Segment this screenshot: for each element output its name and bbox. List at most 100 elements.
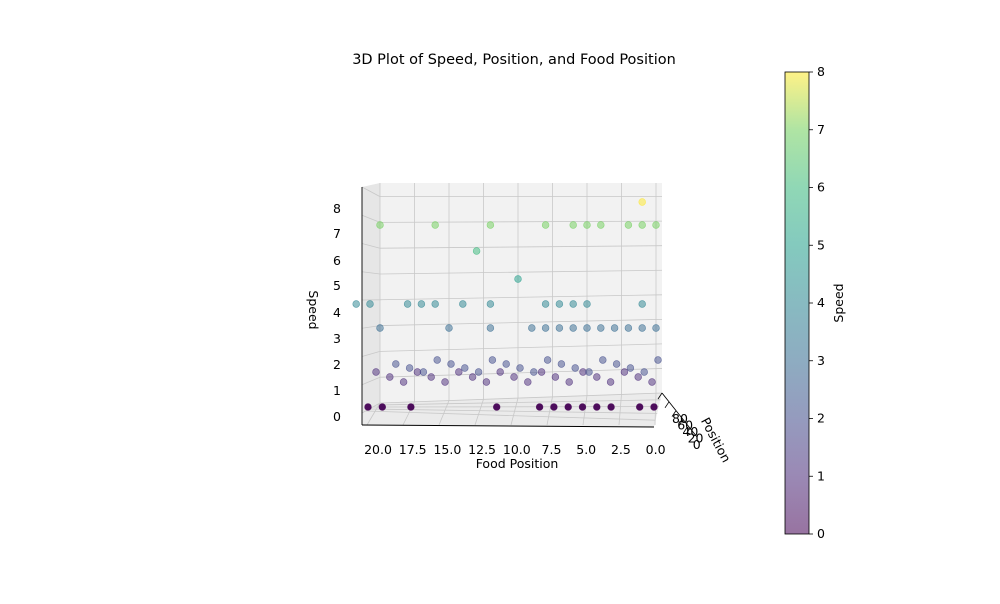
x-tick-label: 2.5	[611, 442, 631, 457]
data-point	[434, 357, 441, 364]
data-point	[408, 404, 415, 411]
data-point	[503, 361, 510, 368]
data-point	[487, 222, 494, 229]
data-point	[584, 301, 591, 308]
z-tick-label: 7	[333, 226, 341, 241]
data-point	[566, 379, 573, 386]
data-point	[613, 361, 620, 368]
z-tick-label: 6	[333, 253, 341, 268]
data-point	[493, 404, 500, 411]
data-point	[639, 301, 646, 308]
data-point	[556, 325, 563, 332]
data-point	[386, 374, 393, 381]
data-point	[625, 222, 632, 229]
z-tick-label: 2	[333, 357, 341, 372]
data-point	[483, 379, 490, 386]
data-point	[367, 301, 374, 308]
colorbar-tick-label: 1	[817, 468, 825, 483]
data-point	[558, 361, 565, 368]
y-tick-mark	[665, 402, 669, 408]
data-point	[379, 404, 386, 411]
data-point	[611, 325, 618, 332]
data-point	[528, 325, 535, 332]
colorbar-label: Speed	[831, 283, 846, 322]
z-tick-label: 5	[333, 278, 341, 293]
data-point	[608, 404, 615, 411]
colorbar-tick-label: 6	[817, 180, 825, 195]
data-point	[446, 325, 453, 332]
y-tick-label: 0	[693, 437, 701, 452]
colorbar-tick-label: 2	[817, 411, 825, 426]
data-point	[404, 301, 411, 308]
data-point	[406, 365, 413, 372]
data-point	[570, 222, 577, 229]
data-point	[517, 365, 524, 372]
chart-title: 3D Plot of Speed, Position, and Food Pos…	[352, 52, 676, 68]
data-point	[635, 374, 642, 381]
colorbar-tick-label: 3	[817, 353, 825, 368]
colorbar-tick-label: 0	[817, 526, 825, 541]
data-point	[649, 379, 656, 386]
colorbar-gradient	[785, 72, 809, 534]
data-point	[428, 374, 435, 381]
data-point	[530, 369, 537, 376]
data-point	[651, 404, 658, 411]
data-point	[586, 369, 593, 376]
data-point	[565, 404, 572, 411]
data-point	[515, 276, 522, 283]
data-point	[542, 301, 549, 308]
data-point	[641, 369, 648, 376]
data-point	[572, 365, 579, 372]
data-point	[469, 374, 476, 381]
colorbar-tick-label: 8	[817, 64, 825, 79]
data-point	[455, 369, 462, 376]
data-point	[655, 357, 662, 364]
data-point	[599, 357, 606, 364]
data-point	[544, 357, 551, 364]
data-point	[487, 301, 494, 308]
data-point	[442, 379, 449, 386]
data-point	[432, 222, 439, 229]
colorbar-tick-label: 7	[817, 122, 825, 137]
data-point	[524, 379, 531, 386]
data-point	[607, 379, 614, 386]
x-tick-label: 7.5	[542, 442, 562, 457]
data-point	[475, 369, 482, 376]
data-point	[653, 325, 660, 332]
data-point	[542, 222, 549, 229]
data-point	[353, 301, 360, 308]
data-point	[584, 222, 591, 229]
data-point	[593, 374, 600, 381]
x-tick-label: 20.0	[364, 442, 392, 457]
x-tick-label: 10.0	[503, 442, 531, 457]
x-tick-label: 12.5	[468, 442, 496, 457]
data-point	[400, 379, 407, 386]
data-point	[487, 325, 494, 332]
data-point	[556, 301, 563, 308]
data-point	[420, 369, 427, 376]
z-tick-label: 1	[333, 383, 341, 398]
x-tick-label: 15.0	[433, 442, 461, 457]
data-point	[536, 404, 543, 411]
data-point	[542, 325, 549, 332]
data-point	[461, 365, 468, 372]
data-point	[392, 361, 399, 368]
data-point	[432, 301, 439, 308]
data-point	[627, 365, 634, 372]
data-point	[625, 325, 632, 332]
x-tick-label: 5.0	[576, 442, 596, 457]
data-point	[621, 369, 628, 376]
data-point	[584, 325, 591, 332]
data-point	[489, 357, 496, 364]
z-tick-label: 0	[333, 409, 341, 424]
data-point	[593, 404, 600, 411]
data-point	[639, 222, 646, 229]
data-point	[538, 369, 545, 376]
data-point	[373, 369, 380, 376]
x-tick-label: 17.5	[399, 442, 427, 457]
data-point	[639, 325, 646, 332]
colorbar-tick-label: 4	[817, 295, 825, 310]
x-axis-label: Food Position	[476, 456, 559, 471]
